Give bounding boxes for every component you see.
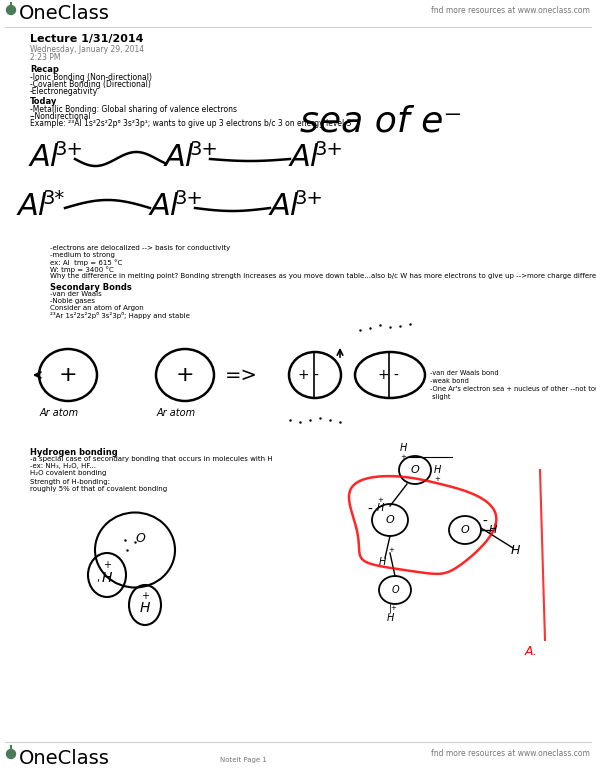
- Text: -a special case of secondary bonding that occurs in molecules with H: -a special case of secondary bonding tha…: [30, 456, 272, 462]
- Text: |: |: [389, 603, 392, 613]
- Text: Hydrogen bonding: Hydrogen bonding: [30, 448, 118, 457]
- Text: W: tmp = 3400 °C: W: tmp = 3400 °C: [50, 266, 114, 273]
- Text: O: O: [135, 531, 145, 544]
- Text: sea of e⁻: sea of e⁻: [300, 105, 462, 139]
- Text: O: O: [391, 585, 399, 595]
- Text: Al: Al: [18, 192, 47, 221]
- Text: ex: Al  tmp = 615 °C: ex: Al tmp = 615 °C: [50, 259, 122, 266]
- Text: ,: ,: [97, 573, 100, 583]
- Text: -: -: [483, 515, 488, 529]
- Circle shape: [7, 749, 15, 758]
- Text: + -: + -: [377, 368, 399, 382]
- Text: -medium to strong: -medium to strong: [50, 252, 115, 258]
- Text: Recap: Recap: [30, 65, 59, 74]
- Text: -van der Waals: -van der Waals: [50, 291, 102, 297]
- Text: 2:23 PM: 2:23 PM: [30, 53, 61, 62]
- Text: 3*: 3*: [42, 189, 64, 208]
- Text: -: -: [368, 503, 372, 517]
- Text: ²³Ar 1s²2s²2p⁶ 3s²3p⁶; Happy and stable: ²³Ar 1s²2s²2p⁶ 3s²3p⁶; Happy and stable: [50, 312, 190, 319]
- Text: -Covalent Bonding (Directional): -Covalent Bonding (Directional): [30, 80, 151, 89]
- Text: +: +: [388, 547, 394, 553]
- Text: + -: + -: [297, 368, 318, 382]
- Text: 3+: 3+: [54, 140, 83, 159]
- Text: -Metallic Bonding: Global sharing of valence electrons: -Metallic Bonding: Global sharing of val…: [30, 105, 237, 114]
- Text: =>: =>: [225, 366, 258, 384]
- Text: +: +: [400, 454, 406, 460]
- Text: Al: Al: [290, 143, 319, 172]
- Text: 3+: 3+: [294, 189, 323, 208]
- Text: H: H: [489, 525, 497, 535]
- Text: H: H: [433, 465, 440, 475]
- Text: Example: ²³Al 1s²2s²2p⁶ 3s²3p¹; wants to give up 3 electrons b/c 3 on energy lev: Example: ²³Al 1s²2s²2p⁶ 3s²3p¹; wants to…: [30, 119, 352, 128]
- Text: H: H: [510, 544, 520, 557]
- Text: +: +: [390, 605, 396, 611]
- Text: Why the difference in melting point? Bonding strength increases as you move down: Why the difference in melting point? Bon…: [50, 273, 596, 279]
- Text: -Noble gases: -Noble gases: [50, 298, 95, 304]
- Text: -van der Waals bond: -van der Waals bond: [430, 370, 499, 376]
- Circle shape: [7, 5, 15, 15]
- Text: H: H: [378, 557, 386, 567]
- Text: -weak bond: -weak bond: [430, 378, 469, 384]
- Text: A.: A.: [525, 645, 538, 658]
- Text: OneClass: OneClass: [19, 4, 110, 23]
- Text: roughly 5% of that of covalent bonding: roughly 5% of that of covalent bonding: [30, 486, 167, 492]
- Text: -Electronegativity: -Electronegativity: [30, 87, 98, 96]
- Text: 3+: 3+: [174, 189, 203, 208]
- Text: H₂O covalent bonding: H₂O covalent bonding: [30, 470, 106, 476]
- Text: 3+: 3+: [189, 140, 218, 159]
- Text: O: O: [386, 515, 395, 525]
- Text: Al: Al: [165, 143, 194, 172]
- Text: -One Ar's electron sea + nucleus of other --not touched --very: -One Ar's electron sea + nucleus of othe…: [430, 386, 596, 392]
- Text: fnd more resources at www.oneclass.com: fnd more resources at www.oneclass.com: [431, 749, 590, 758]
- Text: +: +: [141, 591, 149, 601]
- Text: Ar atom: Ar atom: [157, 408, 196, 418]
- Text: Wednesday, January 29, 2014: Wednesday, January 29, 2014: [30, 45, 144, 54]
- Text: -Ionic Bonding (Non-directional): -Ionic Bonding (Non-directional): [30, 73, 152, 82]
- Text: OneClass: OneClass: [19, 749, 110, 768]
- Text: O: O: [461, 525, 470, 535]
- Text: H: H: [102, 571, 112, 585]
- Text: +: +: [103, 560, 111, 570]
- Text: H: H: [399, 443, 406, 453]
- Text: Strength of H-bonding:: Strength of H-bonding:: [30, 479, 110, 485]
- Text: -ex: NH₃, H₂O, HF...: -ex: NH₃, H₂O, HF...: [30, 463, 96, 469]
- Text: -electrons are delocalized --> basis for conductivity: -electrons are delocalized --> basis for…: [50, 245, 230, 251]
- Text: Al: Al: [30, 143, 60, 172]
- Text: Al: Al: [270, 192, 299, 221]
- Text: Secondary Bonds: Secondary Bonds: [50, 283, 132, 292]
- Text: Ar atom: Ar atom: [40, 408, 79, 418]
- Text: Today: Today: [30, 97, 57, 106]
- Text: +: +: [377, 497, 383, 503]
- Text: Consider an atom of Argon: Consider an atom of Argon: [50, 305, 144, 311]
- Text: +: +: [434, 476, 440, 482]
- Text: Al: Al: [150, 192, 179, 221]
- Text: H: H: [140, 601, 150, 615]
- Text: --Nondirectional: --Nondirectional: [30, 112, 92, 121]
- Text: H: H: [376, 503, 384, 513]
- Text: slight: slight: [430, 394, 451, 400]
- Text: Lecture 1/31/2014: Lecture 1/31/2014: [30, 34, 144, 44]
- Text: +: +: [176, 365, 194, 385]
- Text: H: H: [386, 613, 394, 623]
- Text: +: +: [58, 365, 77, 385]
- Text: O: O: [411, 465, 420, 475]
- Text: fnd more resources at www.oneclass.com: fnd more resources at www.oneclass.com: [431, 6, 590, 15]
- Text: Noteit Page 1: Noteit Page 1: [220, 757, 267, 763]
- Text: 3+: 3+: [314, 140, 343, 159]
